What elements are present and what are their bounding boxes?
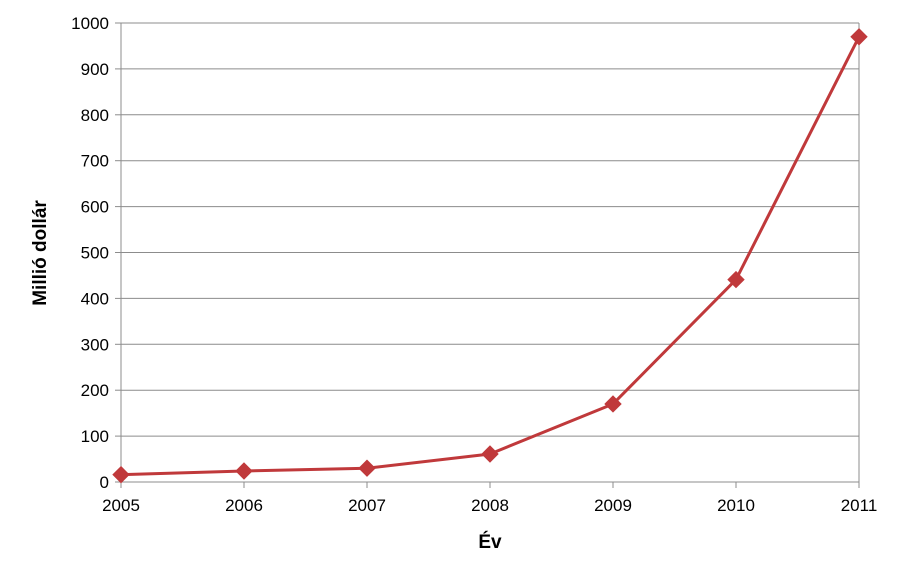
- data-point-2009: [604, 395, 622, 413]
- y-tick-label: 500: [81, 244, 109, 263]
- y-tick-label: 400: [81, 289, 109, 308]
- y-tick-label: 200: [81, 381, 109, 400]
- data-point-2011: [850, 28, 868, 46]
- data-point-2005: [112, 465, 130, 484]
- x-axis-title: Év: [478, 531, 502, 553]
- y-tick-label: 600: [81, 198, 109, 217]
- series-layer: [112, 28, 868, 484]
- data-point-2008: [481, 445, 499, 463]
- series-line: [120, 36, 861, 477]
- axes: [115, 22, 860, 488]
- x-tick-label: 2005: [102, 496, 140, 515]
- y-tick-label: 1000: [71, 14, 109, 33]
- data-point-2007: [358, 459, 376, 477]
- x-tick-label: 2006: [225, 496, 263, 515]
- y-tick-label: 100: [81, 427, 109, 446]
- tick-labels: 0 100 200 300 400 500 600 700 800 900 1000 2005 2006…: [71, 14, 877, 515]
- x-tick-label: 2007: [348, 496, 386, 515]
- x-tick-label: 2008: [471, 496, 509, 515]
- gridlines: [121, 22, 859, 437]
- x-tick-label: 2009: [594, 496, 632, 515]
- y-tick-label: 300: [81, 335, 109, 354]
- data-point-2006: [235, 462, 253, 480]
- y-axis-title: Millió dollár: [30, 200, 51, 306]
- x-tick-label: 2010: [717, 496, 755, 515]
- y-tick-label: 700: [81, 152, 109, 171]
- y-tick-label: 0: [100, 473, 109, 492]
- y-tick-label: 900: [81, 60, 109, 79]
- data-point-2010: [727, 270, 745, 289]
- x-tick-label: 2011: [841, 496, 878, 515]
- y-tick-label: 800: [81, 106, 109, 125]
